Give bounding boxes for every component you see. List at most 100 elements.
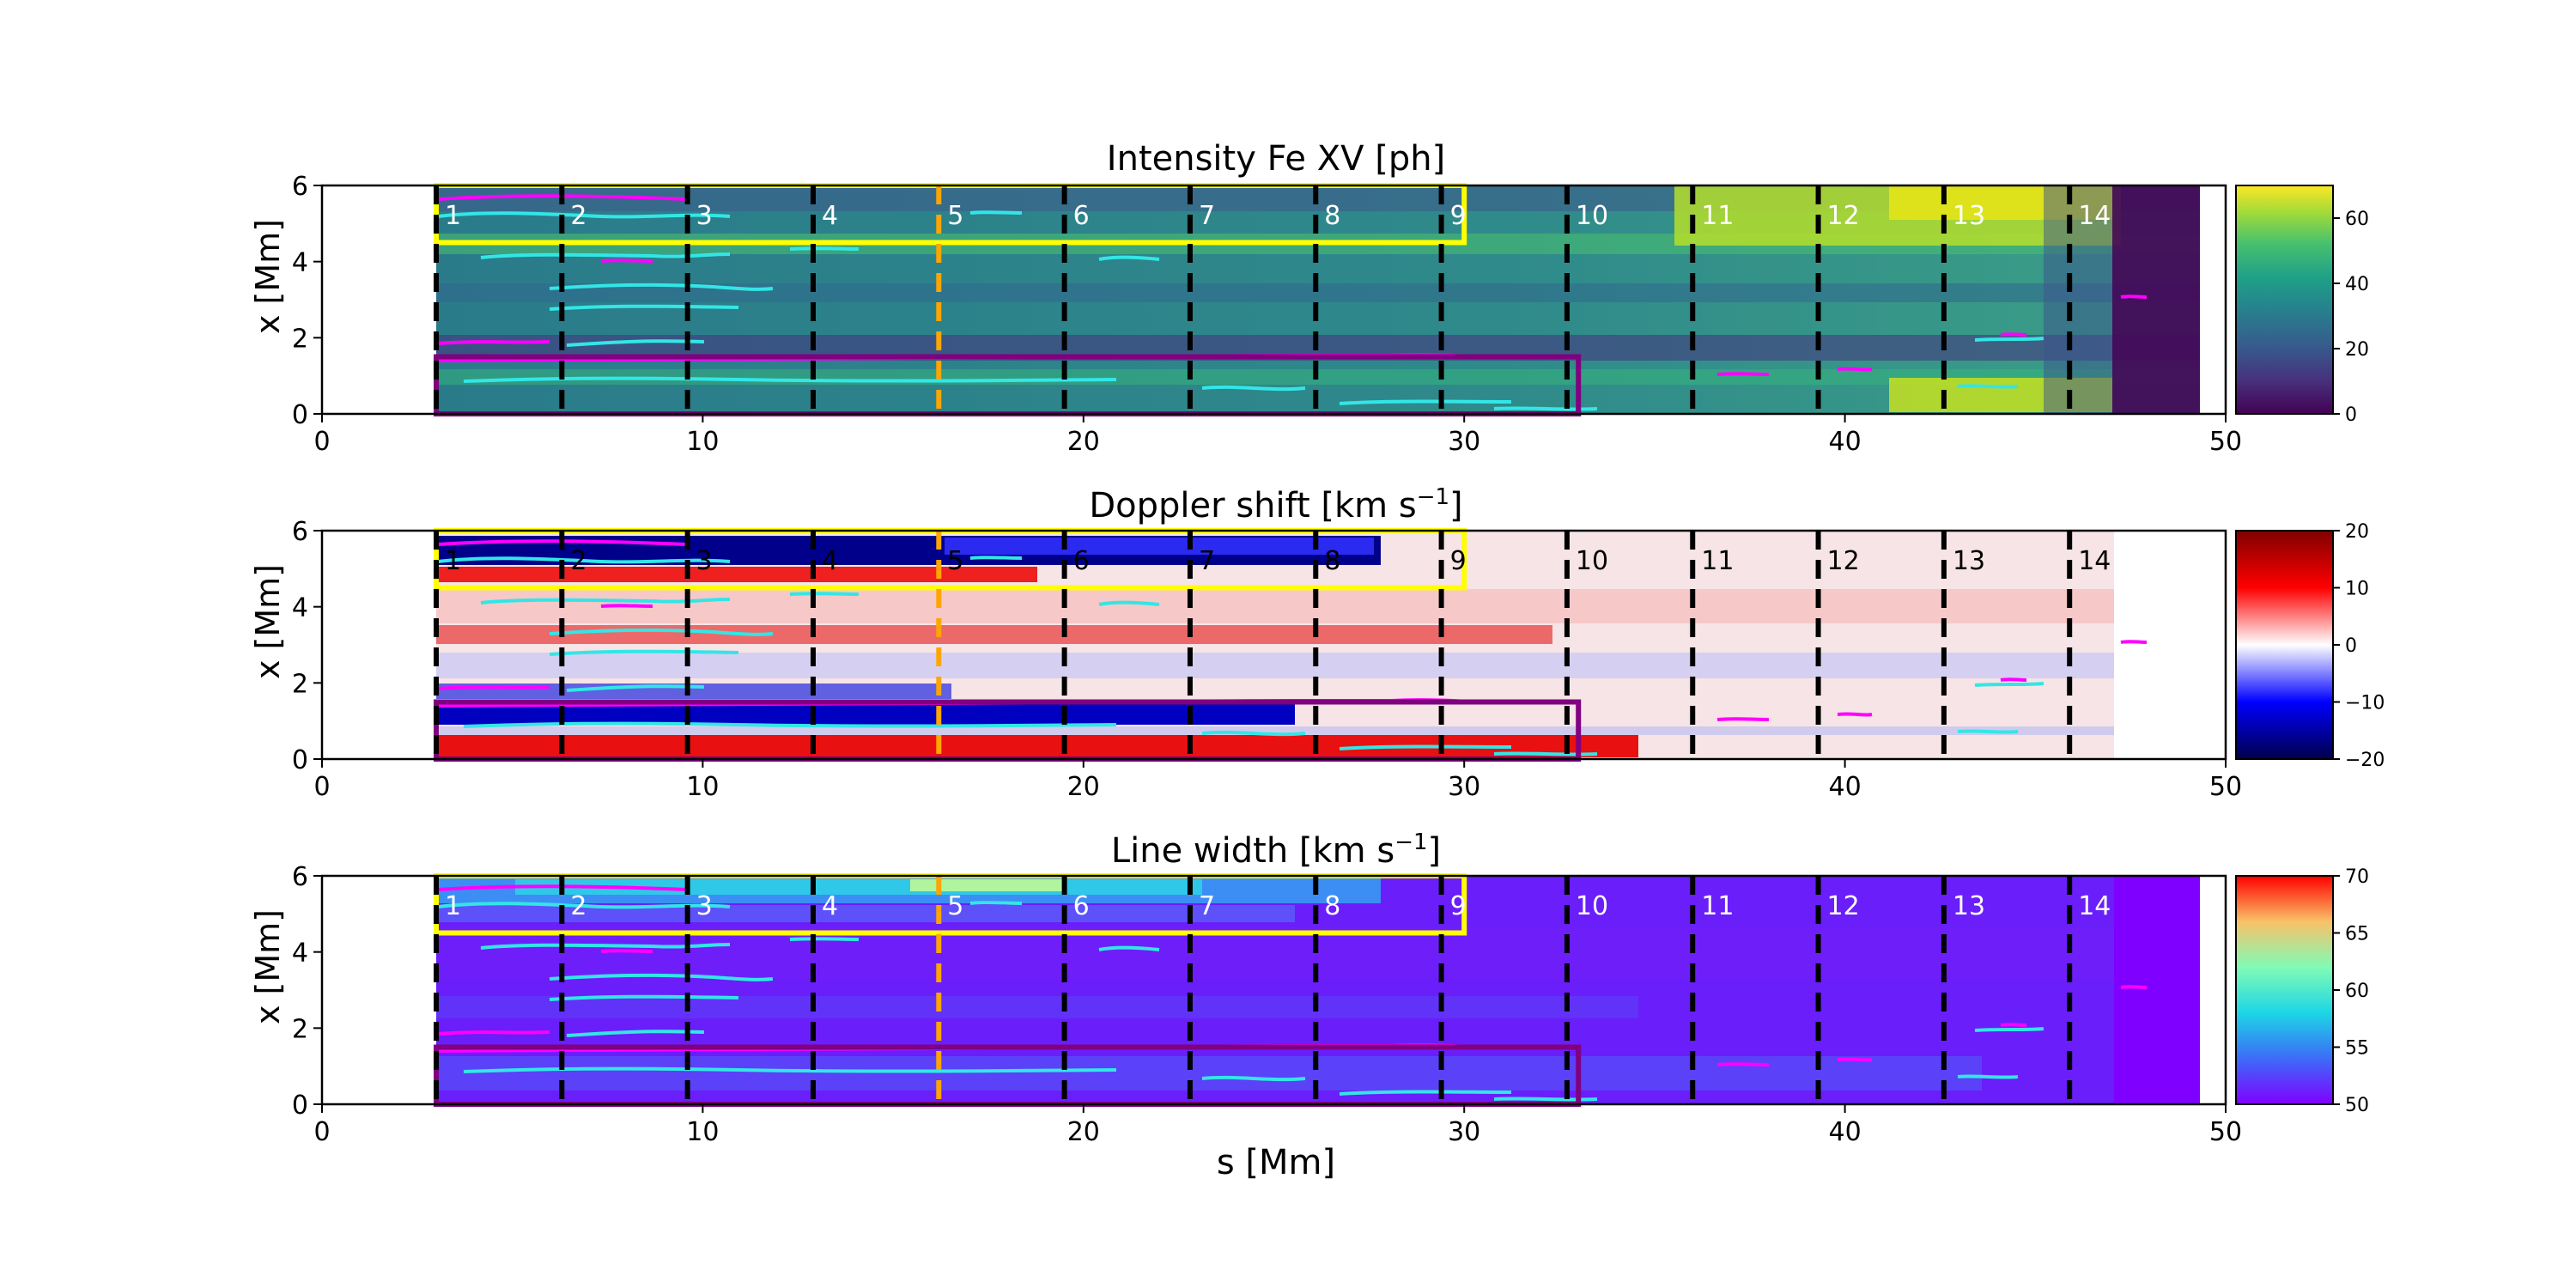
slit-label: 5 — [947, 891, 963, 921]
title-main: Doppler shift [km s — [1089, 486, 1416, 526]
slit-label: 9 — [1450, 546, 1467, 576]
contour-magenta — [437, 1030, 550, 1036]
contour-cyan — [1201, 385, 1306, 392]
panel-overlay: 1 2 3 4 5 6 7 8 9 10 11 12 13 140 10 20 30 40 500246−20−10… — [292, 517, 2385, 802]
slit-label: 11 — [1701, 201, 1734, 231]
y-tick-label: 0 — [292, 1091, 308, 1121]
colorbar-tick-label: 0 — [2345, 635, 2357, 657]
contour-cyan — [1974, 682, 2044, 687]
colorbar: −20 −10 0 10 20 — [2235, 521, 2385, 771]
title-end: ] — [1428, 831, 1442, 871]
x-tick-label: 0 — [313, 772, 330, 802]
contour-magenta — [437, 539, 688, 546]
contour-cyan — [1339, 1090, 1512, 1096]
contour-cyan — [1974, 1027, 2044, 1032]
slit-label: 6 — [1073, 891, 1090, 921]
contour-magenta — [1837, 367, 1873, 372]
colorbar-tick-label: 55 — [2345, 1038, 2369, 1060]
slit-label: 10 — [1576, 891, 1608, 921]
slit-label: 5 — [947, 546, 963, 576]
slit-label: 5 — [947, 201, 963, 231]
slit-label: 8 — [1324, 891, 1340, 921]
contours — [437, 884, 2148, 1102]
slit-label: 14 — [2078, 891, 2111, 921]
slit-label: 4 — [822, 546, 838, 576]
slit-label: 3 — [696, 546, 713, 576]
colorbar-tick-label: −10 — [2345, 693, 2385, 714]
colorbar-tick-label: 20 — [2345, 339, 2369, 361]
contour-cyan — [1339, 399, 1512, 405]
colorbar: 0 20 40 60 — [2235, 185, 2369, 426]
contour-cyan — [437, 902, 731, 909]
axes-frame — [320, 529, 2227, 761]
colorbar-gradient — [2235, 875, 2334, 1105]
slit-label: 2 — [570, 891, 586, 921]
panel-doppler: Doppler shift [km s−1] x [Mm] — [249, 484, 2200, 759]
x-tick-label: 0 — [313, 1117, 330, 1147]
title-end: ] — [1449, 486, 1463, 526]
y-tick-label: 2 — [292, 1014, 308, 1044]
slit-label: 7 — [1199, 201, 1215, 231]
contour-cyan — [1493, 751, 1598, 756]
contour-cyan — [549, 304, 739, 311]
panel-title: Intensity Fe XV [ph] — [1107, 139, 1445, 179]
contour-cyan — [1339, 744, 1512, 750]
title-main: Line width [km s — [1111, 831, 1394, 871]
slit-label: 3 — [696, 891, 713, 921]
slit-label: 12 — [1827, 201, 1860, 231]
contour-cyan — [437, 556, 731, 564]
axes-frame — [320, 874, 2227, 1106]
slit-label: 14 — [2078, 201, 2111, 231]
slit-label: 2 — [570, 546, 586, 576]
slit-label: 1 — [445, 891, 461, 921]
x-tick-label: 40 — [1829, 427, 1862, 457]
contour-magenta — [437, 340, 550, 345]
contour-cyan — [1957, 1074, 2019, 1079]
y-tick-label: 6 — [292, 862, 308, 892]
y-tick-label: 6 — [292, 172, 308, 202]
contour-magenta — [2000, 1023, 2027, 1027]
slit-label: 1 — [445, 201, 461, 231]
slit-label: 11 — [1701, 546, 1734, 576]
y-tick-label: 4 — [292, 939, 308, 969]
contour-cyan — [969, 210, 1023, 215]
slit-label: 6 — [1073, 546, 1090, 576]
contour-cyan — [463, 1066, 1117, 1073]
contour-cyan — [1098, 255, 1160, 261]
slit-label: 8 — [1324, 546, 1340, 576]
x-tick-label: 20 — [1067, 772, 1100, 802]
slit-label: 7 — [1199, 891, 1215, 921]
slit-label: 13 — [1953, 546, 1985, 576]
panel-title: Line width [km s−1] — [1111, 829, 1441, 871]
contour-cyan — [480, 252, 731, 259]
panel-overlay: 1 2 3 4 5 6 7 8 9 10 11 12 13 140 10 20 30 40 500246020406… — [292, 172, 2369, 457]
title-sup: −1 — [1417, 484, 1449, 510]
contour-magenta — [2000, 677, 2027, 682]
slit-label: 6 — [1073, 201, 1090, 231]
x-tick-label: 30 — [1448, 427, 1480, 457]
panel-intensity: Intensity Fe XV [ph] x [Mm] — [249, 139, 2200, 414]
panel-overlay: 1 2 3 4 5 6 7 8 9 10 11 12 13 140 10 20 30 40 500246505560… — [292, 862, 2369, 1147]
contour-cyan — [789, 592, 860, 596]
slit-label: 9 — [1450, 891, 1467, 921]
contour-magenta — [437, 884, 688, 891]
slit-label: 14 — [2078, 546, 2111, 576]
colorbar-tick-label: 0 — [2345, 404, 2357, 426]
panel-title: Doppler shift [km s−1] — [1089, 484, 1462, 526]
slit-label: 11 — [1701, 891, 1734, 921]
contour-magenta — [437, 194, 688, 201]
x-tick-label: 50 — [2209, 427, 2242, 457]
x-tick-label: 10 — [686, 427, 719, 457]
colorbar-tick-label: 60 — [2345, 209, 2369, 230]
panel-line-width: Line width [km s−1] x [Mm] — [249, 829, 2200, 1104]
axes-frame — [320, 184, 2227, 416]
contour-magenta — [2120, 295, 2148, 299]
colorbar-tick-label: 70 — [2345, 866, 2369, 888]
y-tick-label: 4 — [292, 248, 308, 278]
colorbar-gradient — [2235, 530, 2334, 760]
contour-magenta — [600, 604, 653, 608]
no-data-region — [322, 876, 437, 1104]
contour-magenta — [1837, 1057, 1873, 1062]
y-tick-label: 4 — [292, 593, 308, 623]
contour-cyan — [1201, 730, 1306, 737]
